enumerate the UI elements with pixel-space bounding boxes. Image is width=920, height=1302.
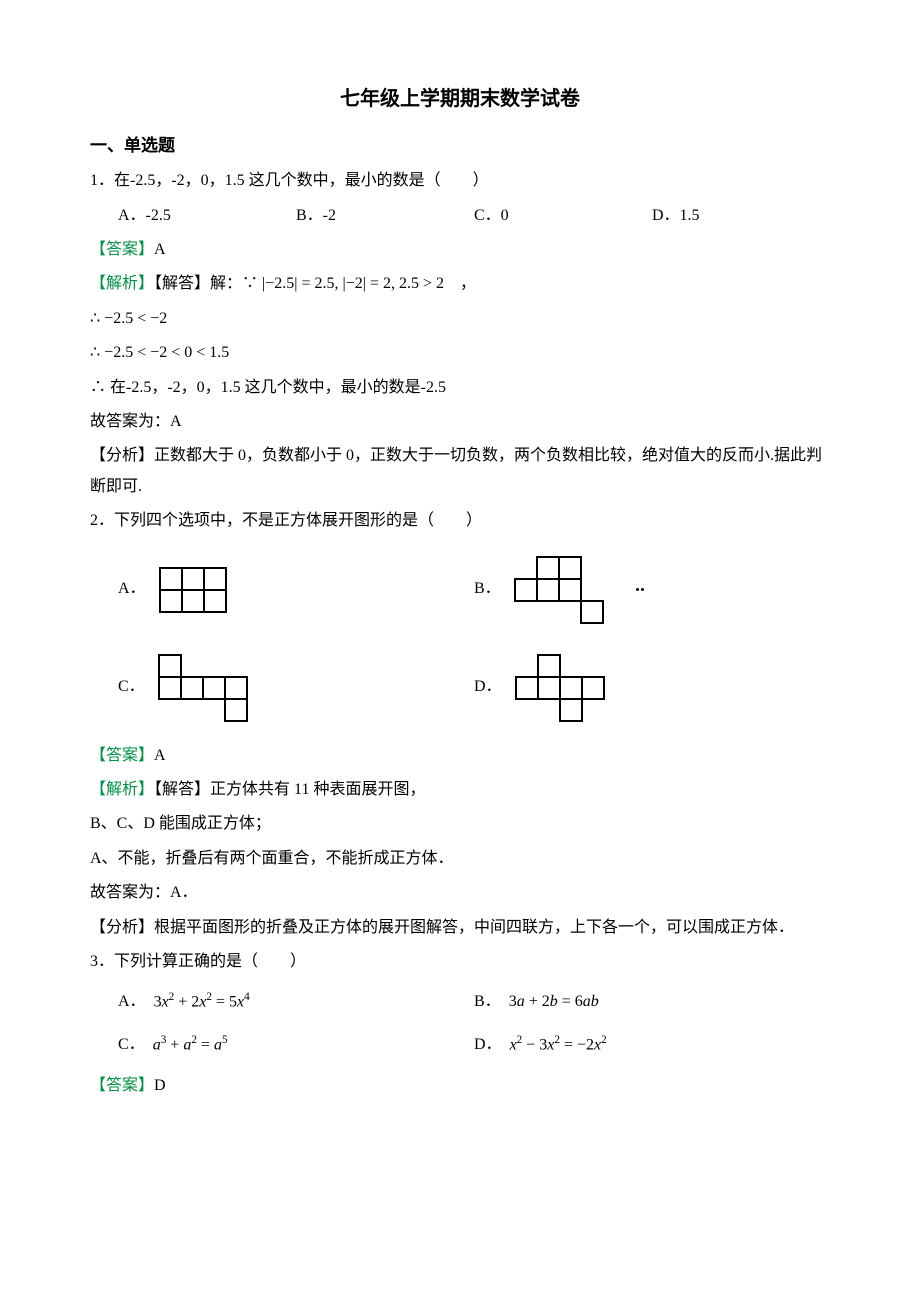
q2-exp-line2: B、C、D 能围成正方体；	[90, 809, 830, 839]
q1-exp1-suffix: ，	[444, 275, 476, 292]
q2-opt-d-label: D．	[474, 672, 502, 702]
q1-exp-line5: 故答案为：A	[90, 407, 830, 437]
q2-opt-b-label: B．	[474, 574, 501, 604]
q1-exp-line2: ∴ −2.5 < −2	[90, 304, 830, 334]
q3-opt-a-label: A．	[118, 987, 146, 1017]
cube-net-d	[514, 653, 606, 723]
q1-opt-a: A．-2.5	[118, 201, 296, 231]
q3-stem: 3．下列计算正确的是（ ）	[90, 947, 830, 977]
q2-exp-line4: 故答案为：A．	[90, 878, 830, 908]
q2-opt-c-label: C．	[118, 672, 145, 702]
q1-opt-b: B．-2	[296, 201, 474, 231]
page-title: 七年级上学期期末数学试卷	[90, 80, 830, 118]
cube-net-b	[513, 555, 605, 625]
q1-exp-label1: 【解析】	[90, 275, 154, 292]
q1-analysis-label: 【分析】	[90, 447, 154, 464]
q2-analysis: 【分析】根据平面图形的折叠及正方体的展开图解答，中间四联方，上下各一个，可以围成…	[90, 913, 830, 943]
q1-exp-line3: ∴ −2.5 < −2 < 0 < 1.5	[90, 338, 830, 368]
q3-options: A． 3x2 + 2x2 = 5x4 B． 3a + 2b = 6ab C． a…	[118, 981, 830, 1066]
q1-options: A．-2.5 B．-2 C．0 D．1.5	[118, 201, 830, 231]
q3-opt-c-label: C．	[118, 1030, 145, 1060]
q3-opt-b-label: B．	[474, 987, 501, 1017]
q3-opt-a: A． 3x2 + 2x2 = 5x4	[118, 987, 474, 1018]
q2-opt-a: A．	[118, 555, 474, 625]
center-dot-icon	[635, 574, 645, 604]
q3-opt-c: C． a3 + a2 = a5	[118, 1030, 474, 1061]
q1-analysis-text: 正数都大于 0，负数都小于 0，正数大于一切负数，两个负数相比较，绝对值大的反而…	[90, 447, 822, 494]
q1-exp-label2: 【解答】	[154, 275, 210, 292]
q3-opt-d-label: D．	[474, 1030, 502, 1060]
q2-opt-c: C．	[118, 653, 474, 723]
q2-exp-line1: 【解析】【解答】正方体共有 11 种表面展开图，	[90, 775, 830, 805]
q1-opt-c: C．0	[474, 201, 652, 231]
q2-analysis-text: 根据平面图形的折叠及正方体的展开图解答，中间四联方，上下各一个，可以围成正方体．	[154, 919, 794, 936]
q1-exp-line4: ∴ 在-2.5，-2，0，1.5 这几个数中，最小的数是-2.5	[90, 373, 830, 403]
q2-opt-a-label: A．	[118, 574, 146, 604]
q2-answer: 【答案】A	[90, 741, 830, 771]
cube-net-a	[158, 566, 228, 614]
q2-exp-label1: 【解析】	[90, 781, 154, 798]
q2-opt-d: D．	[474, 653, 830, 723]
q2-opt-b: B．	[474, 555, 830, 625]
q1-exp-line1: 【解析】【解答】解：∵ |−2.5| = 2.5, |−2| = 2, 2.5 …	[90, 269, 830, 299]
q2-answer-label: 【答案】	[90, 747, 154, 764]
q3-answer-label: 【答案】	[90, 1077, 154, 1094]
q3-opt-d: D． x2 − 3x2 = −2x2	[474, 1030, 830, 1061]
q1-exp1-core: |−2.5| = 2.5, |−2| = 2, 2.5 > 2	[262, 275, 444, 292]
q3-opt-c-expr: a3 + a2 = a5	[153, 1030, 228, 1061]
q3-answer: 【答案】D	[90, 1071, 830, 1101]
q2-stem: 2．下列四个选项中，不是正方体展开图形的是（ ）	[90, 506, 830, 536]
q2-exp1: 正方体共有 11 种表面展开图，	[210, 781, 425, 798]
q3-opt-d-expr: x2 − 3x2 = −2x2	[510, 1030, 607, 1061]
q3-opt-a-expr: 3x2 + 2x2 = 5x4	[154, 987, 250, 1018]
section-heading-1: 一、单选题	[90, 130, 830, 162]
q2-exp-label2: 【解答】	[154, 781, 210, 798]
q2-analysis-label: 【分析】	[90, 919, 154, 936]
q1-analysis: 【分析】正数都大于 0，负数都小于 0，正数大于一切负数，两个负数相比较，绝对值…	[90, 441, 830, 502]
q3-opt-b-expr: 3a + 2b = 6ab	[509, 987, 599, 1017]
q1-stem: 1．在-2.5，-2，0，1.5 这几个数中，最小的数是（ ）	[90, 166, 830, 196]
q2-answer-value: A	[154, 747, 166, 764]
q2-options: A． B． C． D．	[118, 541, 830, 737]
q1-answer: 【答案】A	[90, 235, 830, 265]
q2-exp-line3: A、不能，折叠后有两个面重合，不能折成正方体．	[90, 844, 830, 874]
cube-net-c	[157, 653, 249, 723]
q1-answer-label: 【答案】	[90, 241, 154, 258]
q1-answer-value: A	[154, 241, 166, 258]
q1-exp1-prefix: 解：∵	[210, 275, 262, 292]
q1-opt-d: D．1.5	[652, 201, 830, 231]
q3-answer-value: D	[154, 1077, 166, 1094]
q3-opt-b: B． 3a + 2b = 6ab	[474, 987, 830, 1018]
